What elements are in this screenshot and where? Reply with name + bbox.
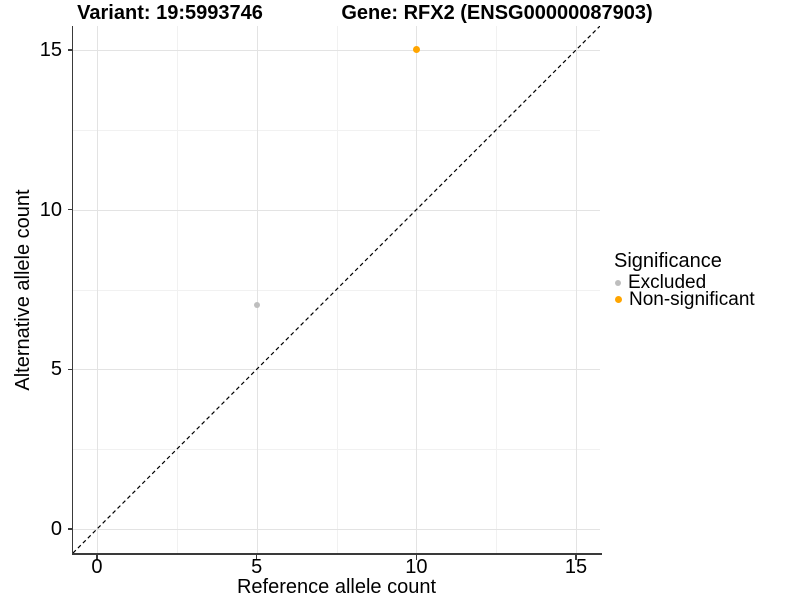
y-tick-label: 0 — [50, 518, 62, 541]
legend-item-label: Excluded — [628, 272, 707, 293]
x-axis-title: Reference allele count — [236, 576, 436, 598]
y-tick-label: 15 — [39, 38, 62, 61]
legend-title: Significance — [614, 250, 722, 272]
y-tick-marks — [67, 26, 73, 553]
legend-item-excluded: Excluded — [614, 272, 755, 293]
variant-title: Variant: 19:5993746 — [77, 2, 263, 24]
x-tick-labels: 0 5 10 15 — [73, 556, 600, 580]
excluded-dot-icon — [615, 279, 621, 286]
x-tick-label: 5 — [251, 556, 263, 578]
y-tick-labels: 0 5 10 15 — [0, 26, 66, 553]
non-significant-dot-icon — [615, 296, 622, 303]
y-axis-title: Alternative allele count — [12, 189, 34, 391]
y-tick-label: 5 — [50, 358, 62, 381]
x-tick-label: 10 — [405, 556, 428, 578]
data-point — [253, 302, 260, 309]
y-axis-line — [71, 26, 73, 555]
legend-item-non-significant: Non-significant — [614, 289, 755, 310]
identity-line — [73, 26, 600, 553]
gene-title: Gene: RFX2 (ENSG00000087903) — [341, 2, 653, 24]
y-tick-label: 10 — [39, 198, 62, 221]
x-tick-label: 15 — [564, 556, 588, 578]
legend: Significance Excluded Non-significant — [614, 250, 755, 310]
x-axis-line — [71, 553, 602, 555]
data-point — [412, 46, 420, 54]
x-tick-marks — [73, 554, 600, 561]
x-tick-label: 0 — [91, 556, 103, 578]
plot-panel — [73, 26, 600, 553]
legend-item-label: Non-significant — [629, 289, 755, 310]
